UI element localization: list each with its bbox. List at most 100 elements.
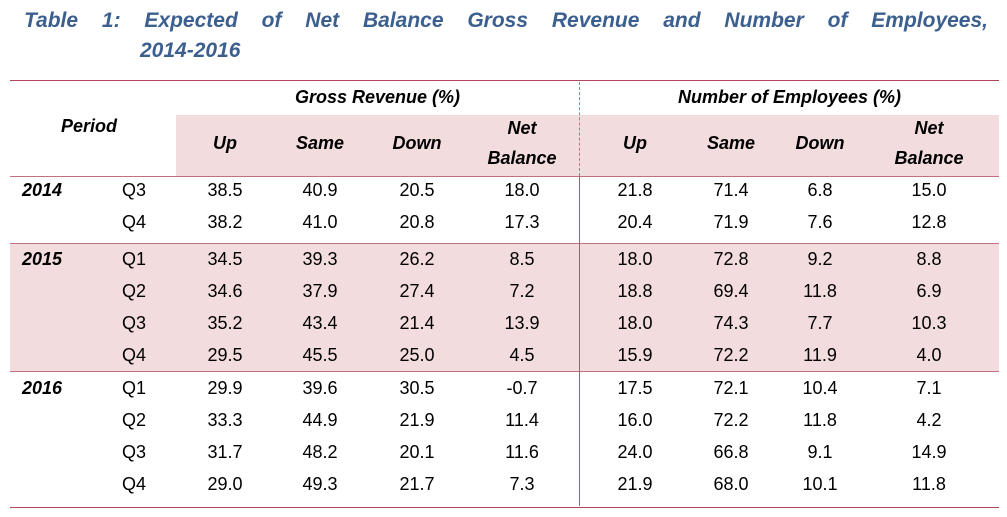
employees-cell: 11.9 [803,345,837,365]
gr-down-header: Down [392,133,442,153]
gross-revenue-cell: 8.5 [509,249,535,269]
employees-cell: 10.1 [802,474,838,494]
gross-revenue-cell: 4.5 [509,345,535,365]
quarter-label: Q1 [122,249,147,269]
gross-revenue-cell: 20.1 [399,442,435,462]
employees-cell: 18.8 [617,281,653,301]
employees-cell: 18.0 [617,313,653,333]
employees-header: Number of Employees (%) [677,87,902,107]
employees-cell: 74.3 [713,313,749,333]
employees-cell: 11.8 [803,410,837,430]
employees-cell: 14.9 [911,442,947,462]
gross-revenue-cell: 26.2 [399,249,435,269]
period-header: Period [61,116,118,136]
employees-cell: 6.8 [807,180,833,200]
header-shading [176,115,999,176]
gross-revenue-cell: 29.0 [207,474,243,494]
gross-revenue-cell: 13.9 [504,313,540,333]
employees-cell: 71.9 [713,212,749,232]
gross-revenue-cell: 18.0 [504,180,540,200]
employees-cell: 24.0 [617,442,653,462]
gross-revenue-cell: 11.6 [505,442,539,462]
gr-balance-header: Balance [487,148,557,168]
employees-cell: 4.2 [916,410,942,430]
employees-cell: 11.8 [912,474,946,494]
gross-revenue-cell: 17.3 [504,212,540,232]
employees-cell: 21.8 [617,180,653,200]
gross-revenue-cell: 40.9 [302,180,338,200]
employees-cell: 20.4 [617,212,653,232]
employees-cell: 72.2 [713,410,749,430]
group-2015-top-rule [10,243,999,244]
employees-cell: 16.0 [617,410,653,430]
employees-cell: 10.4 [802,378,838,398]
gross-revenue-cell: 41.0 [302,212,338,232]
employees-cell: 11.8 [803,281,837,301]
table-title-line1: Table 1: Expected of Net Balance Gross R… [24,9,988,32]
gr-same-header: Same [295,133,345,153]
gross-revenue-cell: 7.3 [509,474,535,494]
gross-revenue-cell: 27.4 [399,281,435,301]
quarter-label: Q2 [122,410,147,430]
gross-revenue-cell: 39.3 [302,249,338,269]
gross-revenue-cell: 39.6 [302,378,338,398]
table-title: Table 1: Expected of Net Balance Gross R… [24,6,988,66]
gross-revenue-cell: 20.8 [399,212,435,232]
employees-cell: 10.3 [911,313,947,333]
header-bottom-rule [10,176,999,177]
employees-cell: 7.7 [807,313,833,333]
employees-cell: 18.0 [617,249,653,269]
employees-cell: 72.2 [713,345,749,365]
quarter-label: Q3 [122,442,147,462]
gross-revenue-cell: 20.5 [399,180,435,200]
gross-revenue-cell: 11.4 [505,410,539,430]
gross-revenue-cell: 7.2 [509,281,535,301]
employees-cell: 72.8 [713,249,749,269]
gross-revenue-cell: 44.9 [302,410,338,430]
employees-cell: 17.5 [617,378,653,398]
emp-balance-header: Balance [894,148,964,168]
gross-revenue-cell: 30.5 [399,378,435,398]
quarter-label: Q4 [122,345,147,365]
quarter-label: Q1 [122,378,147,398]
table-title-line2: 2014-2016 [140,39,241,62]
quarter-label: Q2 [122,281,147,301]
gross-revenue-cell: 48.2 [302,442,338,462]
gross-revenue-cell: 38.5 [207,180,243,200]
employees-cell: 4.0 [916,345,942,365]
employees-cell: 15.9 [617,345,653,365]
gross-revenue-cell: 49.3 [302,474,338,494]
emp-down-header: Down [795,133,845,153]
employees-cell: 71.4 [713,180,749,200]
employees-cell: 66.8 [713,442,749,462]
quarter-label: Q4 [122,474,147,494]
gross-revenue-cell: 35.2 [207,313,243,333]
gross-revenue-cell: 34.5 [207,249,243,269]
employees-cell: 12.8 [911,212,947,232]
employees-cell: 6.9 [916,281,942,301]
year-2014: 2014 [22,180,63,200]
employees-cell: 9.1 [807,442,833,462]
gross-revenue-cell: -0.7 [506,378,538,398]
group-2016-top-rule [10,371,999,372]
gross-revenue-cell: 45.5 [302,345,338,365]
gr-up-header: Up [213,133,237,153]
employees-cell: 7.6 [807,212,833,232]
gross-revenue-cell: 29.9 [207,378,243,398]
emp-up-header: Up [623,133,647,153]
emp-same-header: Same [706,133,756,153]
quarter-label: Q4 [122,212,147,232]
quarter-label: Q3 [122,313,147,333]
year-2016: 2016 [22,378,63,398]
gross-revenue-cell: 38.2 [207,212,243,232]
gross-revenue-cell: 37.9 [302,281,338,301]
gross-revenue-cell: 29.5 [207,345,243,365]
gross-revenue-cell: 21.9 [399,410,435,430]
employees-cell: 8.8 [916,249,942,269]
emp-net-header: Net [914,118,944,138]
gross-revenue-cell: 25.0 [399,345,435,365]
year-2015: 2015 [22,249,63,269]
gross-revenue-header: Gross Revenue (%) [294,87,461,107]
gross-revenue-cell: 21.7 [399,474,435,494]
employees-cell: 72.1 [713,378,749,398]
